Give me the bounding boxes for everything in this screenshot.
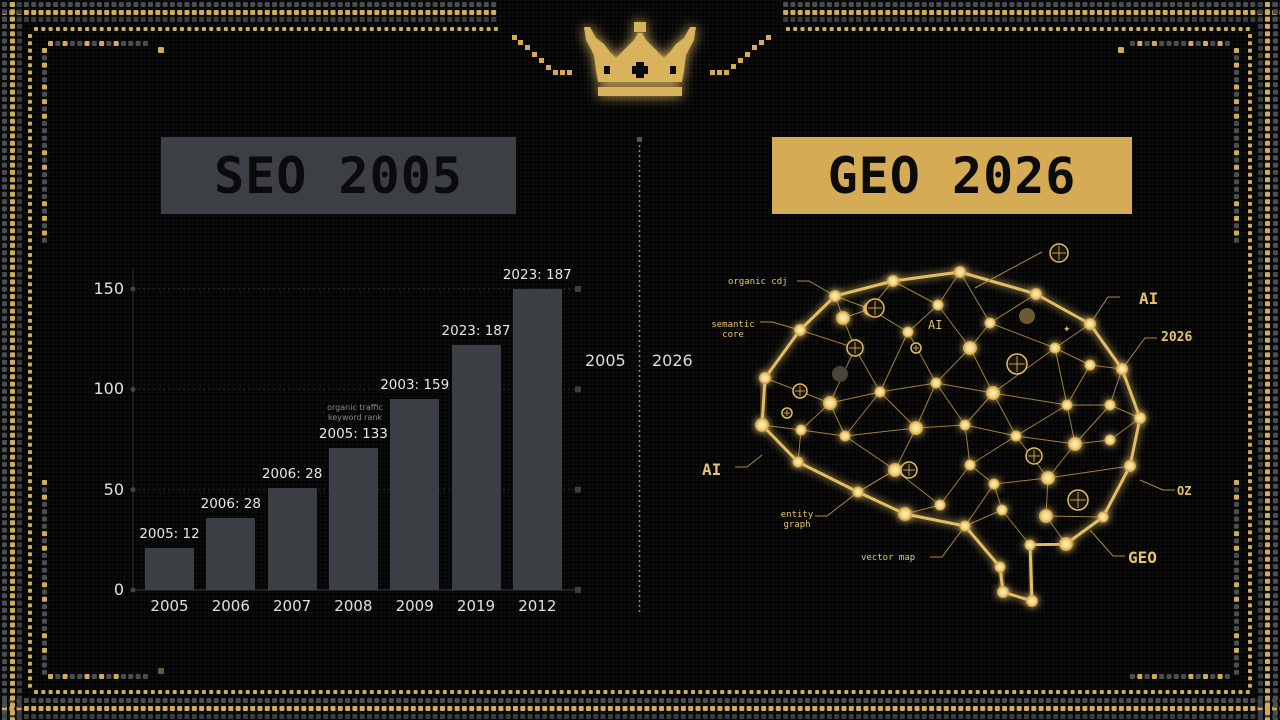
bar-2008	[328, 447, 378, 590]
bar-2009	[390, 399, 440, 590]
x-tick-label: 2005	[150, 597, 189, 615]
x-tick-label: 2009	[395, 597, 434, 615]
label-ai-center: AI	[928, 318, 943, 332]
x-tick-label: 2006	[211, 597, 250, 615]
bar-2012	[512, 289, 562, 590]
seo-2005-title: SEO 2005	[161, 137, 516, 214]
label-2026: 2026	[1161, 330, 1193, 345]
geo-2026-title: GEO 2026	[772, 137, 1132, 214]
label-semantic-core: semantic core	[711, 320, 755, 340]
x-tick-label: 2012	[518, 597, 557, 615]
svg-text:✦: ✦	[1063, 325, 1071, 335]
bar-data-label: 2023: 187	[441, 323, 511, 340]
chart-annotation: organic traffic keyword rank	[327, 403, 383, 422]
bar-data-label: 2005: 12	[139, 525, 200, 542]
y-tick-label: 150	[93, 279, 124, 298]
label-geo: GEO	[1128, 548, 1157, 567]
bar-data-label: 2006: 28	[200, 495, 261, 512]
y-tick-label: 0	[113, 580, 124, 599]
bar-data-label: 2006: 28	[261, 465, 323, 482]
y-tick-label: 50	[103, 479, 124, 499]
label-ai-left: AI	[702, 460, 722, 479]
bar-data-label: 2023: 187	[502, 267, 572, 283]
bar-2005	[145, 547, 194, 590]
bar-2019	[451, 345, 501, 590]
label-entity-graph: entity graph	[780, 510, 814, 530]
x-tick-label: 2007	[273, 597, 312, 615]
label-ai-right: AI	[1139, 289, 1159, 308]
label-organic: organic cdj	[728, 277, 788, 287]
era-label-2005: 2005	[585, 351, 626, 370]
x-tick-label: 2019	[456, 597, 496, 615]
x-tick-label: 2008	[334, 597, 373, 615]
bar-2007	[267, 487, 317, 590]
y-tick-label: 100	[93, 379, 124, 399]
label-vector-map: vector map	[861, 553, 916, 563]
bar-2006	[206, 517, 256, 590]
label-oz: OZ	[1177, 484, 1192, 498]
bar-data-label: 2005: 133	[318, 425, 388, 442]
bar-data-label: 2003: 159	[380, 377, 450, 394]
era-label-2026: 2026	[652, 351, 693, 370]
